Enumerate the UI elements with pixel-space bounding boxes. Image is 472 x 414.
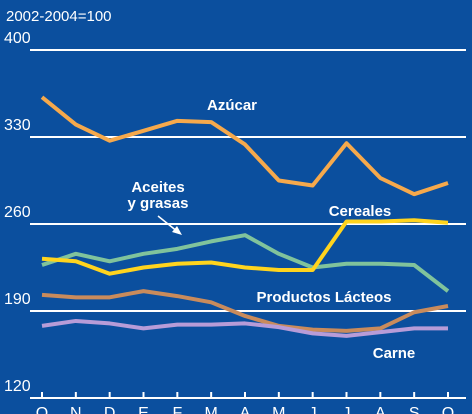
y-tick-label: 330	[4, 117, 31, 134]
x-tick-label: D	[104, 405, 116, 414]
arrow-head	[172, 226, 182, 235]
x-tick-label: F	[172, 405, 182, 414]
x-tick-label: M	[272, 405, 285, 414]
series-label: Carne	[373, 345, 416, 362]
x-tick-label: J	[309, 405, 317, 414]
series-label: Aceites y grasas	[128, 179, 189, 212]
x-tick-label: O	[36, 405, 48, 414]
series-label: Cereales	[329, 203, 392, 220]
y-tick-label: 190	[4, 291, 31, 308]
x-tick-label: E	[138, 405, 149, 414]
x-tick-label: M	[205, 405, 218, 414]
series-label: Productos Lácteos	[256, 289, 391, 306]
x-tick-label: O	[442, 405, 454, 414]
x-tick-label: A	[375, 405, 386, 414]
x-tick-label: N	[70, 405, 82, 414]
y-tick-label: 260	[4, 204, 31, 221]
series-line	[41, 218, 449, 276]
series-line	[41, 318, 448, 338]
series-label: Azúcar	[207, 97, 257, 114]
y-tick-label: 400	[4, 30, 31, 47]
series-line	[41, 233, 450, 293]
x-tick-label: J	[343, 405, 351, 414]
x-tick-label: A	[240, 405, 251, 414]
y-tick-label: 120	[4, 378, 31, 395]
chart-subtitle: 2002-2004=100	[6, 8, 112, 25]
series-line	[40, 95, 449, 197]
x-tick-label: S	[409, 405, 420, 414]
series-line	[41, 289, 449, 333]
